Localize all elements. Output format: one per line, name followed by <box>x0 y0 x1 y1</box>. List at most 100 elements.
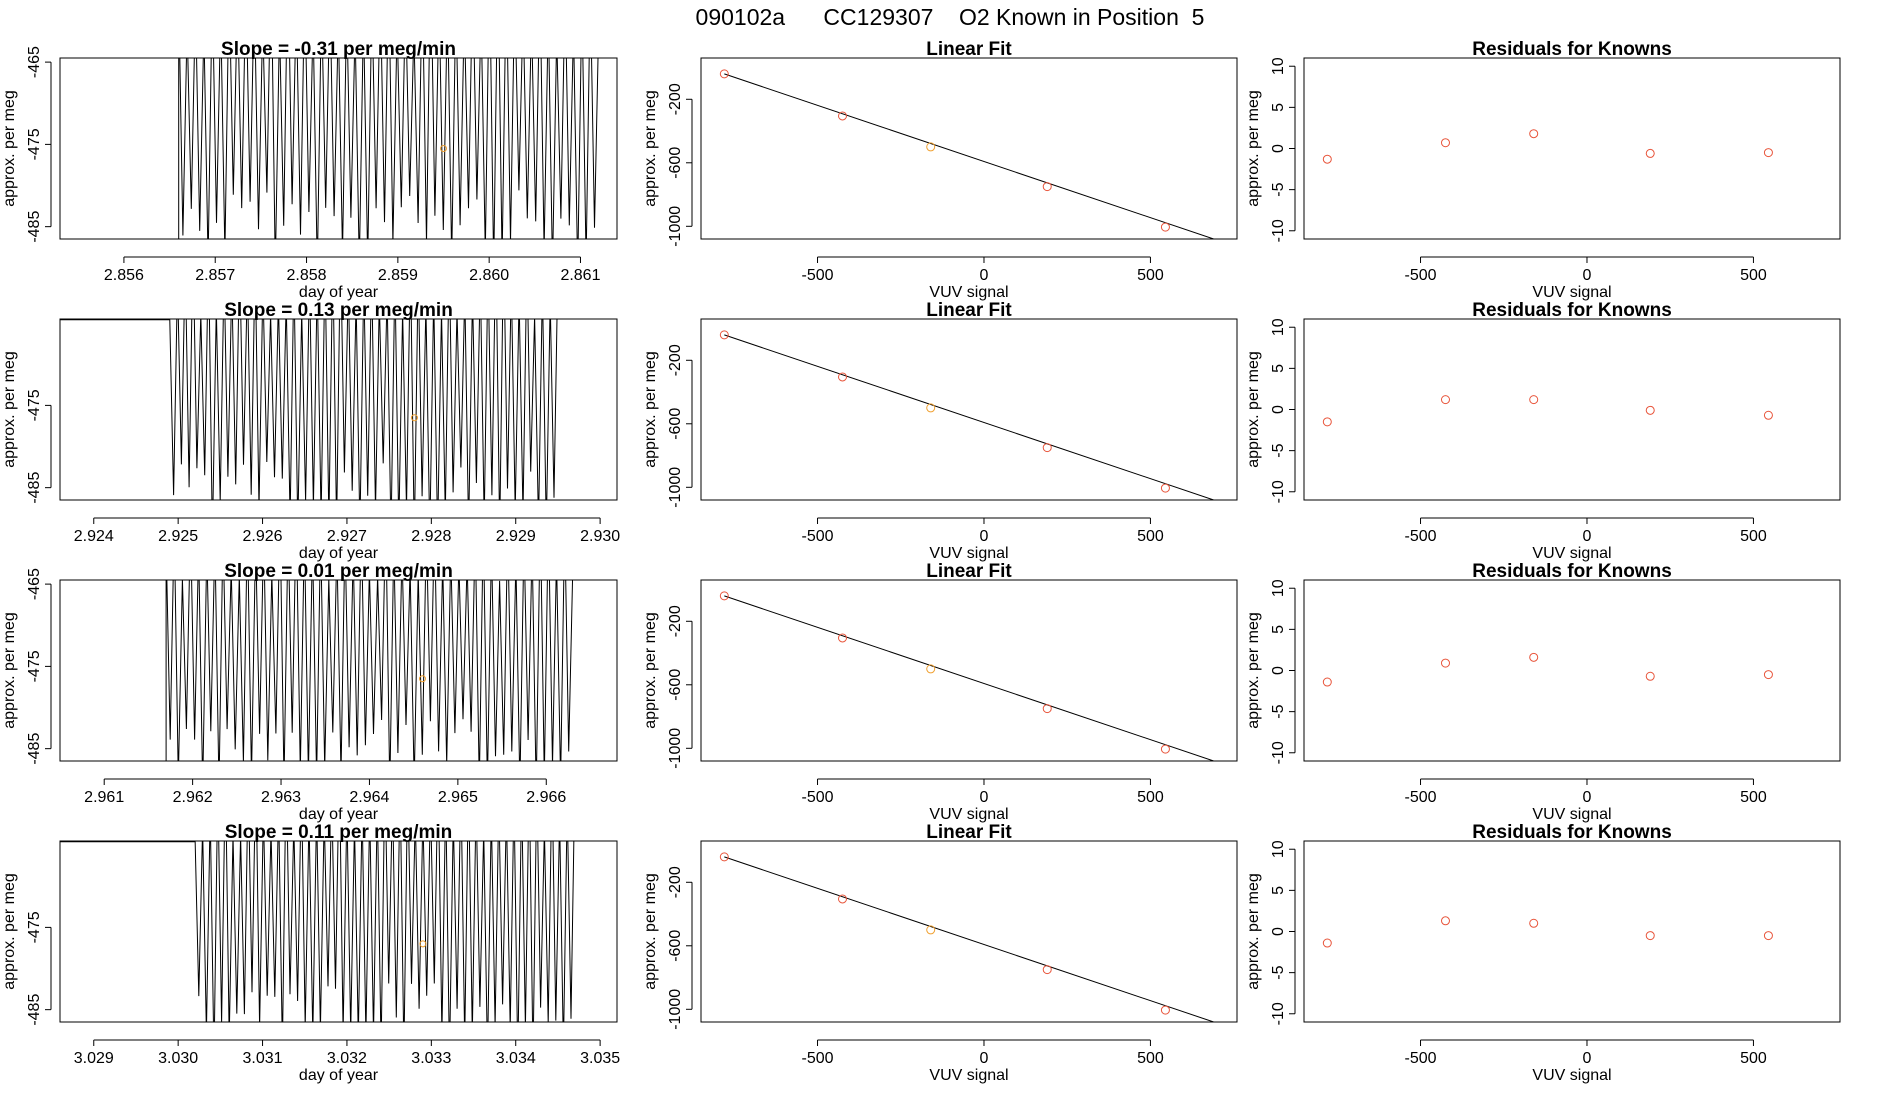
residual-point <box>1763 670 1773 680</box>
time-series-panel-row-3: Slope = 0.01 per meg/min 2.961 2.962 2.963 2… <box>1 561 618 823</box>
y-axis-label: approx. per meg <box>1245 90 1262 207</box>
x-tick-label: 0 <box>1583 1050 1592 1067</box>
plot-frame <box>1303 579 1841 762</box>
time-series-panel-row-2: Slope = 0.13 per meg/min 2.924 2.925 2.926 2… <box>1 300 620 562</box>
data-trace <box>60 841 575 1022</box>
y-tick-label: 10 <box>1270 57 1287 75</box>
y-axis-label: approx. per meg <box>642 351 659 468</box>
y-axis-label: approx. per meg <box>1 351 18 468</box>
panel-title: Slope = 0.11 per meg/min <box>225 822 453 843</box>
known-point <box>719 69 729 79</box>
y-tick-label: -485 <box>26 733 43 765</box>
y-axis-label: approx. per meg <box>1245 612 1262 729</box>
panel-title: Linear Fit <box>926 39 1012 60</box>
panel-title: Linear Fit <box>926 561 1012 582</box>
residuals-panel-row-4: Residuals for Knowns -500 0 500 VUV signal 10… <box>1245 822 1841 1084</box>
x-tick-label: 2.857 <box>195 267 235 284</box>
unknown-marker <box>419 940 427 948</box>
plot-area <box>719 852 1214 1022</box>
x-tick-label: 500 <box>1137 528 1164 545</box>
x-tick-label: 2.856 <box>104 267 144 284</box>
x-tick-label: 2.859 <box>378 267 418 284</box>
x-axis-label: day of year <box>299 1067 379 1084</box>
plot-frame <box>1303 840 1841 1023</box>
plot-area <box>719 591 1214 761</box>
x-tick-label: 0 <box>980 789 989 806</box>
known-point <box>837 111 847 121</box>
x-axis-label: day of year <box>299 284 379 301</box>
x-tick-label: 2.930 <box>580 528 620 545</box>
y-tick-label: -10 <box>1270 741 1287 764</box>
x-tick-label: 3.032 <box>327 1050 367 1067</box>
plot-area <box>1322 129 1773 164</box>
x-tick-label: 2.927 <box>327 528 367 545</box>
residual-point <box>1322 154 1332 164</box>
unknown-marker <box>410 414 418 422</box>
residual-point <box>1645 405 1655 415</box>
fit-line <box>724 334 1214 500</box>
residual-point <box>1645 671 1655 681</box>
plot-area <box>719 69 1214 239</box>
x-axis-label: VUV signal <box>929 284 1008 301</box>
y-tick-label: 5 <box>1270 103 1287 112</box>
y-tick-label: -475 <box>26 128 43 160</box>
y-tick-label: -200 <box>667 344 684 376</box>
y-axis-label: approx. per meg <box>1 873 18 990</box>
plot-frame <box>700 579 1238 762</box>
panel-title: Slope = 0.13 per meg/min <box>224 300 453 321</box>
x-tick-label: 3.029 <box>74 1050 114 1067</box>
residual-point <box>1645 148 1655 158</box>
data-trace <box>60 319 558 500</box>
plot-frame <box>59 579 618 762</box>
x-tick-label: 500 <box>1137 789 1164 806</box>
panel-title: Slope = 0.01 per meg/min <box>224 561 453 582</box>
x-tick-label: 0 <box>980 528 989 545</box>
y-tick-label: 0 <box>1270 405 1287 414</box>
y-tick-label: -600 <box>667 930 684 962</box>
y-tick-label: 5 <box>1270 364 1287 373</box>
fit-line <box>724 856 1214 1022</box>
y-tick-label: -475 <box>26 389 43 421</box>
residual-point <box>1529 395 1539 405</box>
x-tick-label: 3.031 <box>243 1050 283 1067</box>
plot-area <box>1322 652 1773 687</box>
residual-point <box>1440 395 1450 405</box>
y-tick-label: 0 <box>1270 927 1287 936</box>
y-tick-label: -1000 <box>667 728 684 769</box>
residual-point <box>1440 916 1450 926</box>
unknown-point <box>926 142 936 152</box>
y-tick-label: 10 <box>1270 840 1287 858</box>
plot-area <box>60 319 558 500</box>
panel-title: Residuals for Knowns <box>1472 39 1672 60</box>
y-tick-label: -1000 <box>667 989 684 1030</box>
y-tick-label: -600 <box>667 147 684 179</box>
x-tick-label: -500 <box>1405 1050 1437 1067</box>
x-tick-label: 0 <box>980 1050 989 1067</box>
x-tick-label: 0 <box>1583 267 1592 284</box>
x-tick-label: 2.929 <box>496 528 536 545</box>
x-tick-label: 500 <box>1740 1050 1767 1067</box>
residual-point <box>1763 148 1773 158</box>
x-tick-label: 2.965 <box>438 789 478 806</box>
y-tick-label: 5 <box>1270 886 1287 895</box>
panel-title: Residuals for Knowns <box>1472 822 1672 843</box>
linear-fit-panel-row-4: Linear Fit -500 0 500 VUV signal -200 -600 -100… <box>642 822 1238 1084</box>
plot-area <box>1322 916 1773 948</box>
y-axis-label: approx. per meg <box>1 612 18 729</box>
y-tick-label: -475 <box>26 650 43 682</box>
y-tick-label: -1000 <box>667 206 684 247</box>
residual-point <box>1763 410 1773 420</box>
x-axis-label: VUV signal <box>929 1067 1008 1084</box>
y-tick-label: -475 <box>26 911 43 943</box>
x-tick-label: 2.962 <box>173 789 213 806</box>
y-tick-label: -485 <box>26 211 43 243</box>
y-tick-label: -600 <box>667 408 684 440</box>
residual-point <box>1440 138 1450 148</box>
residual-point <box>1529 652 1539 662</box>
data-trace <box>60 58 599 239</box>
y-tick-label: 5 <box>1270 625 1287 634</box>
panel-title: Linear Fit <box>926 300 1012 321</box>
y-tick-label: -200 <box>667 605 684 637</box>
x-tick-label: -500 <box>1405 267 1437 284</box>
